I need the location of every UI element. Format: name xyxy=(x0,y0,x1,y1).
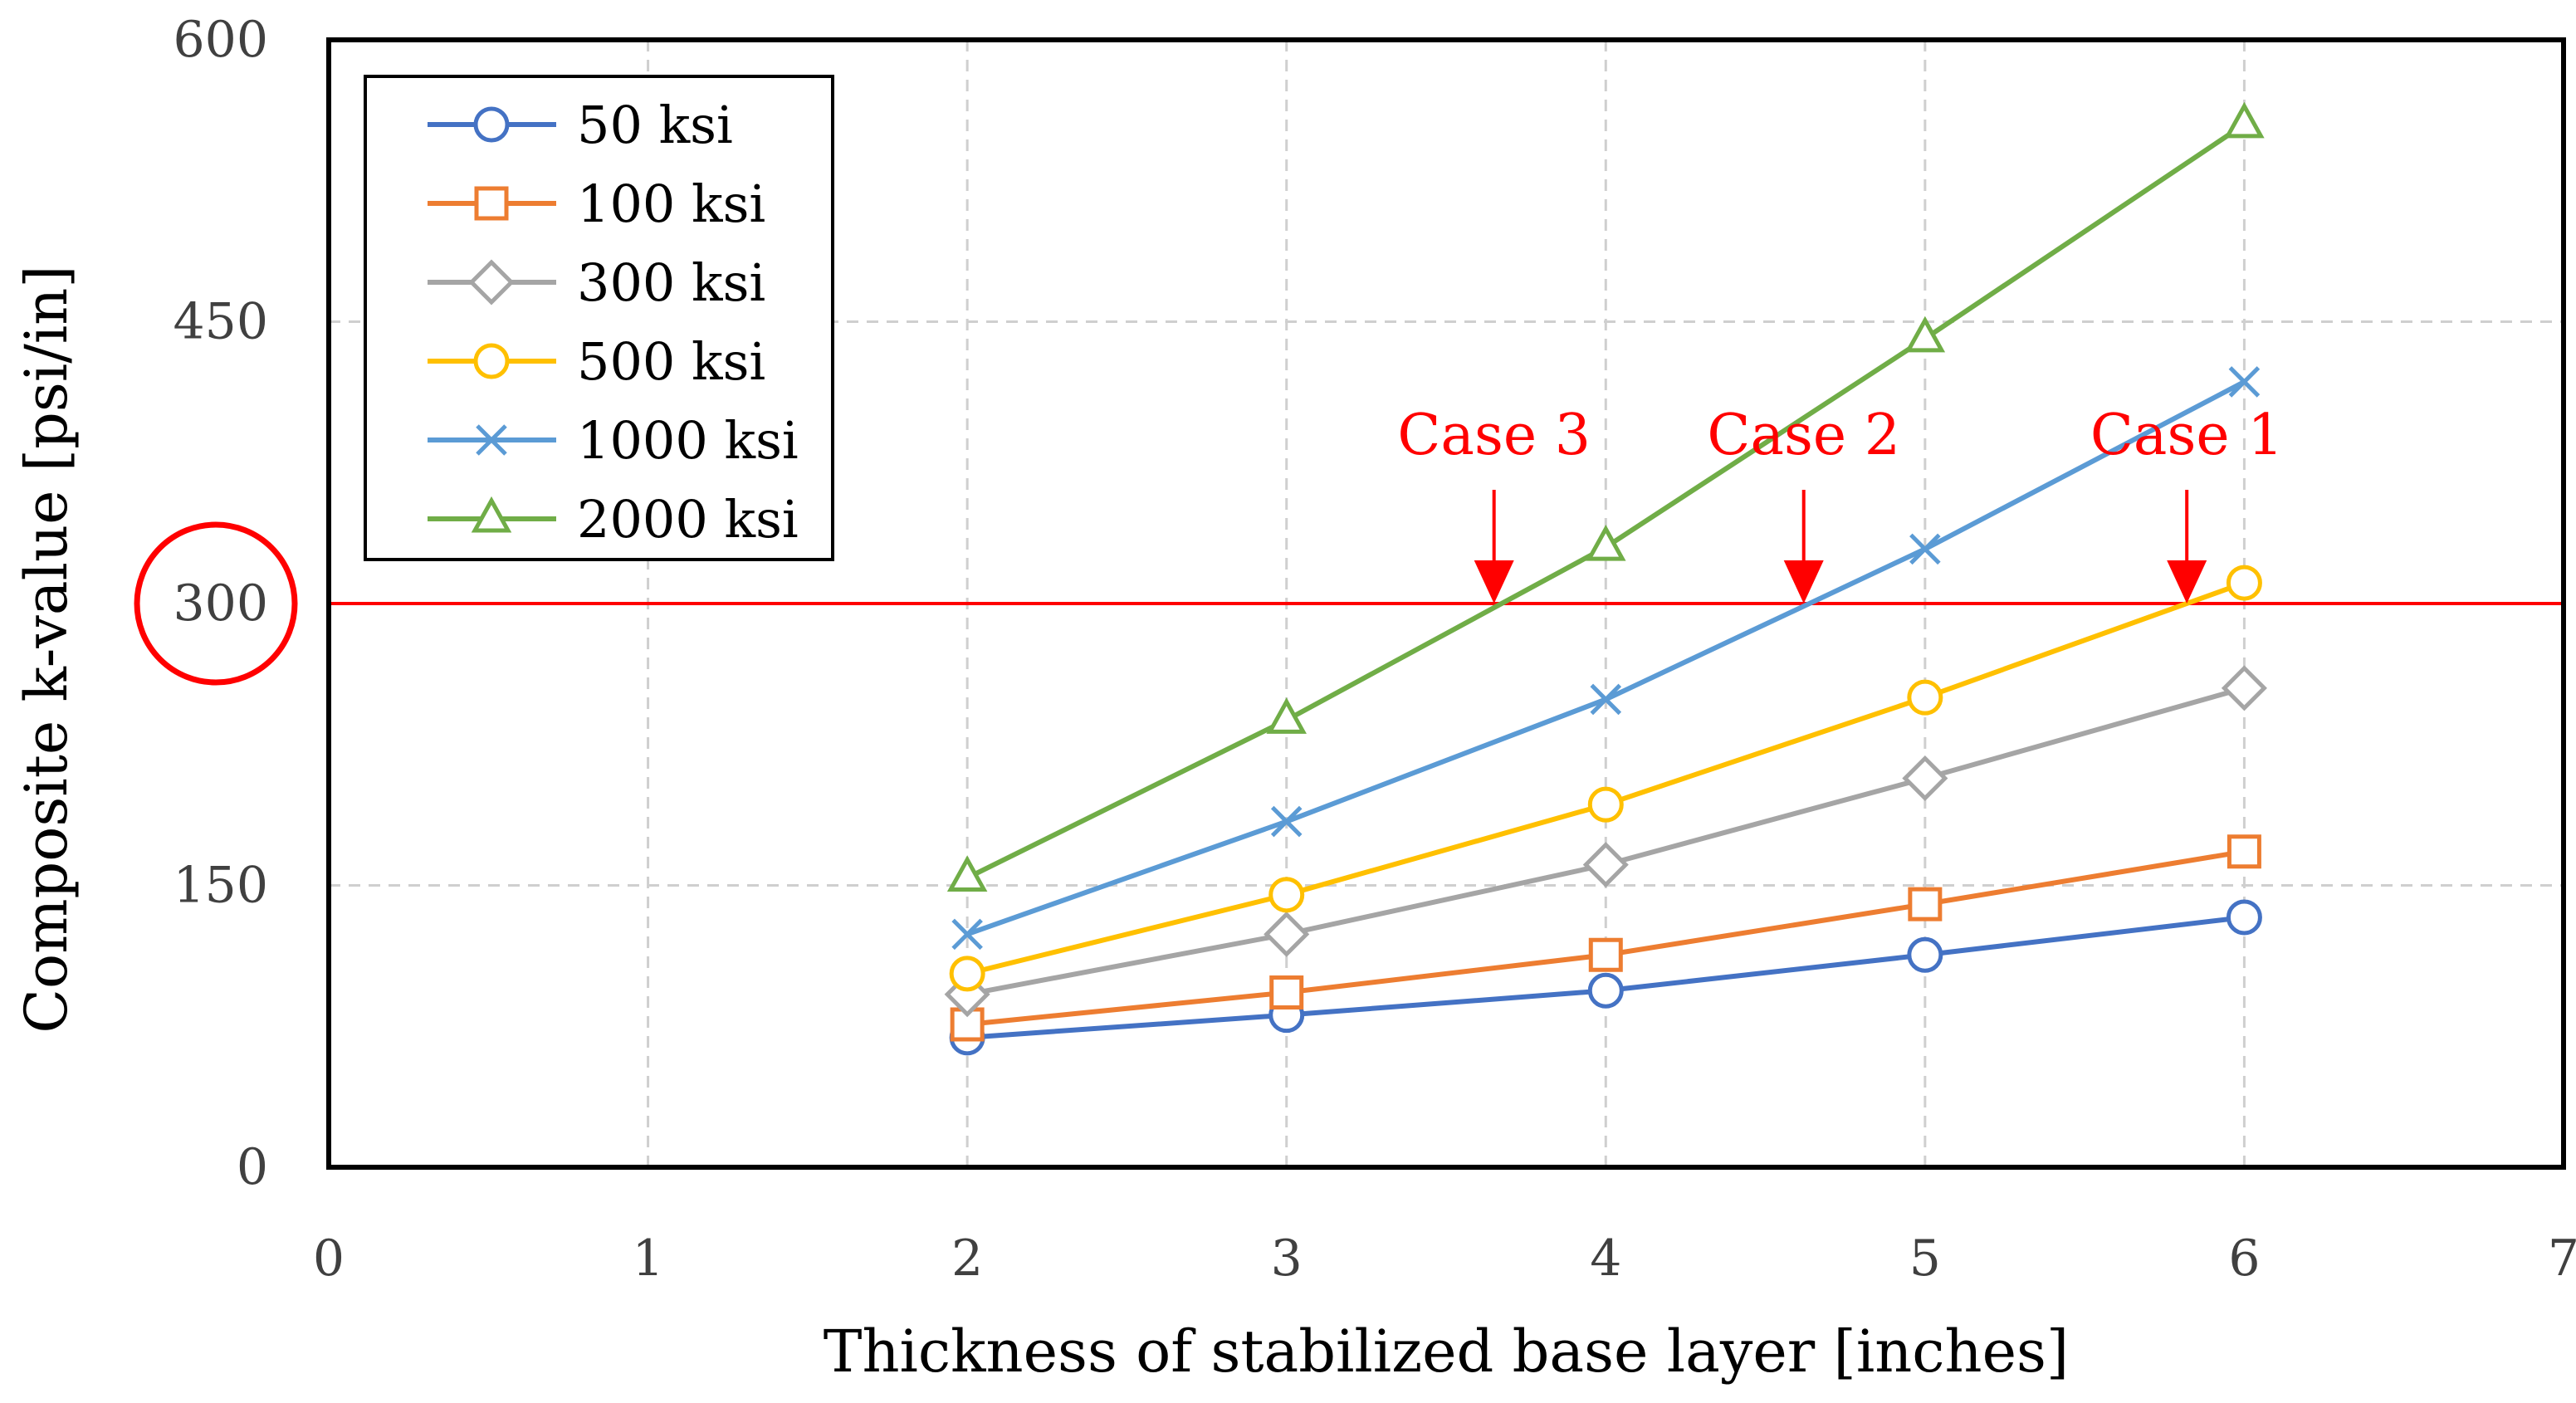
data-point-marker xyxy=(1907,936,1943,973)
legend-item: 300 ksi xyxy=(428,252,765,313)
legend-label: 1000 ksi xyxy=(577,410,799,471)
case-label: Case 1 xyxy=(2090,403,2284,468)
legend-item: 1000 ksi xyxy=(428,410,799,471)
data-point-marker xyxy=(1266,697,1307,734)
data-point-marker xyxy=(1909,533,1941,565)
y-axis-title: Composite k-value [psi/in] xyxy=(12,265,81,1033)
x-tick-label: 1 xyxy=(632,1229,663,1288)
x-tick-label: 0 xyxy=(313,1229,345,1288)
data-point-marker xyxy=(1269,975,1304,1010)
y-tick-label: 450 xyxy=(173,293,268,351)
data-point-marker xyxy=(1907,679,1943,716)
data-point-marker xyxy=(2227,834,2261,869)
case-label: Case 3 xyxy=(1397,403,1591,468)
series-500-ksi xyxy=(949,565,2262,992)
legend-label: 500 ksi xyxy=(577,331,765,392)
data-point-marker xyxy=(1264,911,1310,957)
x-tick-label: 4 xyxy=(1590,1229,1621,1288)
series-2000-ksi xyxy=(946,101,2265,892)
data-point-marker xyxy=(1904,315,1946,353)
x-tick-label: 6 xyxy=(2228,1229,2260,1288)
data-point-marker xyxy=(476,424,507,456)
data-point-marker xyxy=(1587,972,1624,1009)
x-tick-label: 3 xyxy=(1271,1229,1303,1288)
data-point-marker xyxy=(2224,101,2265,139)
data-point-marker xyxy=(474,186,509,221)
data-point-marker xyxy=(473,106,510,143)
data-point-marker xyxy=(1902,755,1948,802)
y-tick-label: 600 xyxy=(173,11,268,69)
plot-area-frame xyxy=(326,37,2566,1170)
case-annotation: Case 3 xyxy=(1397,403,1591,604)
legend-box xyxy=(364,75,834,561)
legend-label: 2000 ksi xyxy=(577,489,799,550)
legend-item: 100 ksi xyxy=(428,174,765,234)
data-point-marker xyxy=(2221,665,2267,711)
series-100-ksi xyxy=(950,834,2261,1042)
y-tick-label: 300 xyxy=(173,574,268,633)
case-arrow-head xyxy=(1783,560,1824,604)
data-point-marker xyxy=(2226,899,2262,936)
legend-item: 500 ksi xyxy=(428,331,765,392)
data-point-marker xyxy=(468,259,515,306)
data-point-marker xyxy=(473,343,510,379)
case-annotation: Case 2 xyxy=(1707,403,1900,604)
case-annotations: Case 3 Case 2 Case 1 xyxy=(1397,403,2284,604)
series-layer xyxy=(944,101,2267,1056)
x-tick-label: 5 xyxy=(1909,1229,1941,1288)
data-point-marker xyxy=(2228,366,2261,398)
case-annotation: Case 1 xyxy=(2090,403,2284,604)
tick-labels: 0 1 2 3 4 5 6 7 0 150 300 450 600 xyxy=(173,11,2576,1288)
data-point-marker xyxy=(1582,842,1629,888)
legend: 50 ksi 100 ksi 300 ksi 500 ksi 1000 ksi 2000 … xyxy=(364,75,834,561)
data-point-marker xyxy=(1270,805,1303,838)
data-point-marker xyxy=(1588,937,1623,972)
legend-item: 2000 ksi xyxy=(428,489,799,550)
y-tick-label: 150 xyxy=(173,857,268,915)
y-tick-label: 0 xyxy=(237,1138,268,1196)
data-point-marker xyxy=(471,496,512,533)
case-arrow-head xyxy=(1474,560,1514,604)
data-point-marker xyxy=(2226,565,2262,601)
data-point-marker xyxy=(1590,683,1622,716)
data-point-marker xyxy=(1587,786,1624,823)
data-point-marker xyxy=(1908,887,1943,921)
x-tick-label: 2 xyxy=(951,1229,983,1288)
x-axis-title: Thickness of stabilized base layer [inch… xyxy=(824,1317,2070,1386)
data-point-marker xyxy=(949,956,985,992)
legend-label: 100 ksi xyxy=(577,174,765,234)
data-point-marker xyxy=(946,855,988,892)
legend-item: 50 ksi xyxy=(428,95,733,155)
data-point-marker xyxy=(1586,524,1626,561)
x-tick-label: 7 xyxy=(2548,1229,2576,1288)
case-arrow-head xyxy=(2167,560,2207,604)
highlight-circle xyxy=(134,521,298,686)
data-point-marker xyxy=(1268,877,1305,913)
legend-label: 50 ksi xyxy=(577,95,733,155)
series-1000-ksi xyxy=(951,366,2261,951)
data-point-marker xyxy=(951,918,983,951)
case-label: Case 2 xyxy=(1707,403,1900,468)
legend-label: 300 ksi xyxy=(577,252,765,313)
